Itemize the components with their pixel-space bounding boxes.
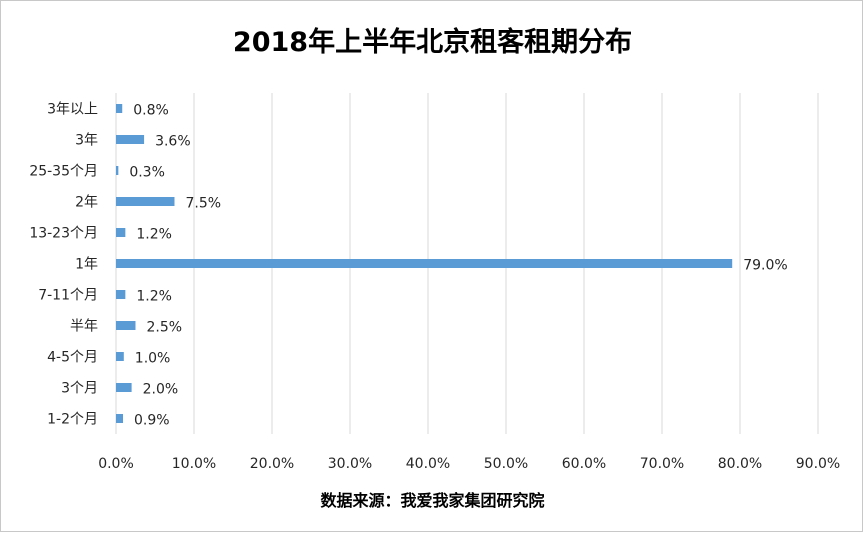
bar	[116, 259, 733, 268]
x-tick-label: 20.0%	[250, 456, 294, 472]
category-label: 1年	[75, 257, 98, 273]
bar	[116, 290, 126, 299]
chart-title: 2018年上半年北京租客租期分布	[232, 27, 633, 58]
data-label: 2.5%	[147, 320, 183, 336]
x-tick-label: 50.0%	[484, 456, 528, 472]
data-label: 0.3%	[129, 165, 165, 181]
category-label: 3年以上	[47, 102, 98, 118]
x-tick-label: 90.0%	[796, 456, 840, 472]
x-tick-label: 10.0%	[172, 456, 216, 472]
x-tick-label: 60.0%	[562, 456, 606, 472]
category-label: 半年	[70, 319, 98, 335]
bar	[116, 104, 123, 113]
data-label: 2.0%	[143, 382, 179, 398]
x-tick-label: 70.0%	[640, 456, 684, 472]
x-tick-label: 40.0%	[406, 456, 450, 472]
x-tick-label: 0.0%	[98, 456, 134, 472]
category-label: 25-35个月	[29, 164, 98, 180]
category-label: 3个月	[61, 381, 98, 397]
category-label: 2年	[75, 195, 98, 211]
data-label: 7.5%	[186, 196, 222, 212]
data-label: 0.8%	[133, 103, 169, 119]
bar	[116, 135, 145, 144]
x-tick-labels: 0.0% 10.0% 20.0% 30.0% 40.0% 50.0% 60.0% 70.0% 8…	[98, 456, 840, 472]
bar	[116, 228, 126, 237]
data-label: 79.0%	[743, 258, 787, 274]
x-tick-label: 30.0%	[328, 456, 372, 472]
data-label: 1.2%	[136, 289, 172, 305]
bar	[116, 383, 132, 392]
data-label: 1.2%	[136, 227, 172, 243]
data-label: 0.9%	[134, 413, 170, 429]
category-label: 13-23个月	[29, 226, 98, 242]
bar	[116, 197, 175, 206]
bars	[116, 104, 733, 423]
data-label: 3.6%	[155, 134, 191, 150]
category-label: 7-11个月	[38, 288, 98, 304]
category-label: 3年	[75, 133, 98, 149]
bar	[116, 414, 124, 423]
category-label: 4-5个月	[47, 350, 98, 366]
bar	[116, 321, 136, 330]
data-label: 1.0%	[135, 351, 171, 367]
x-tick-label: 80.0%	[718, 456, 762, 472]
data-labels: 0.8% 3.6% 0.3% 7.5% 1.2% 79.0% 1.2% 2.5% 1.0% 2.0…	[129, 103, 787, 429]
bar	[116, 352, 124, 361]
bar	[116, 166, 119, 175]
data-source-note: 数据来源：我爱我家集团研究院	[320, 491, 545, 510]
category-label: 1-2个月	[47, 412, 98, 428]
